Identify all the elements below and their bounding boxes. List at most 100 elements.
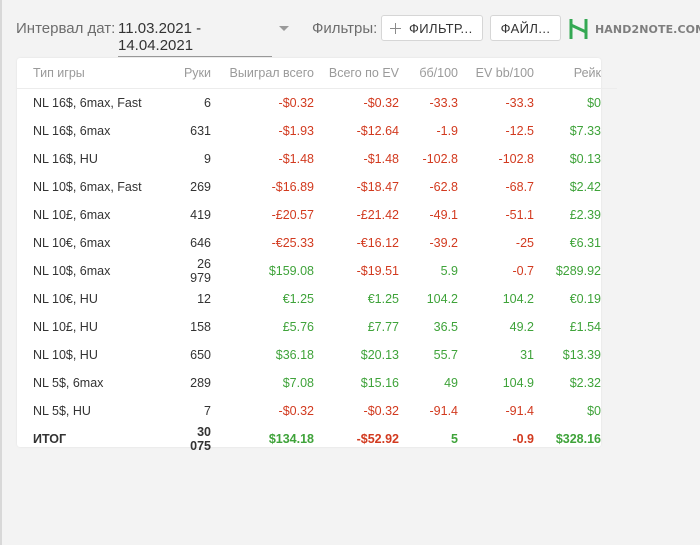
game-cell: NL 10£, 6max — [33, 208, 111, 222]
rake-cell: $13.39 — [562, 348, 601, 362]
total-won: $134.18 — [268, 432, 314, 446]
game-cell: NL 16$, HU — [33, 152, 98, 166]
col-header-hands[interactable]: Руки — [173, 58, 211, 89]
stats-table-card: Тип игры Руки Выиграл всего Всего по EV … — [17, 58, 617, 453]
col-header-ev-bb100[interactable]: EV bb/100 — [458, 58, 534, 89]
rake-cell: $0 — [587, 404, 601, 418]
ev-bb100-cell: 49.2 — [509, 320, 534, 334]
ev-cell: -$12.64 — [356, 124, 399, 138]
ev-bb100-cell: -91.4 — [505, 404, 535, 418]
table-row[interactable]: NL 10$, 6max 26 979 $159.08 -$19.51 5.9 -0.7 $… — [17, 257, 617, 285]
won-cell: $159.08 — [268, 264, 314, 278]
bb100-cell: -102.8 — [422, 152, 458, 166]
ev-cell: $15.16 — [360, 376, 399, 390]
rake-cell: $0 — [587, 96, 601, 110]
table-row[interactable]: NL 5$, 6max 289 $7.08 $15.16 49 104.9 $2.32 — [17, 369, 617, 397]
ev-bb100-cell: -12.5 — [505, 124, 535, 138]
rake-cell: $2.42 — [569, 180, 601, 194]
plus-icon — [390, 22, 401, 34]
table-row[interactable]: NL 10€, HU 12 €1.25 €1.25 104.2 104.2 €0.19 — [17, 285, 617, 313]
table-row[interactable]: NL 10$, 6max, Fast 269 -$16.89 -$18.47 -62.8… — [17, 173, 617, 201]
ev-cell: £7.77 — [367, 320, 399, 334]
bb100-cell: -1.9 — [436, 124, 458, 138]
table-row[interactable]: NL 16$, HU 9 -$1.48 -$1.48 -102.8 -102.8 $0.13 — [17, 145, 617, 173]
file-button[interactable]: ФАЙЛ... — [490, 15, 561, 41]
table-row[interactable]: NL 10$, HU 650 $36.18 $20.13 55.7 31 $13.39 — [17, 341, 617, 369]
col-header-game-type[interactable]: Тип игры — [17, 58, 173, 89]
ev-cell: -$1.48 — [363, 152, 399, 166]
hands-cell: 650 — [190, 348, 211, 362]
table-row[interactable]: NL 16$, 6max, Fast 6 -$0.32 -$0.32 -33.3 -33.… — [17, 89, 617, 118]
bb100-cell: 36.5 — [433, 320, 458, 334]
bb100-cell: 55.7 — [433, 348, 458, 362]
table-row[interactable]: NL 10£, HU 158 £5.76 £7.77 36.5 49.2 £1.54 — [17, 313, 617, 341]
bb100-cell: -39.2 — [429, 236, 459, 250]
col-header-won-total[interactable]: Выиграл всего — [211, 58, 314, 89]
won-cell: -£20.57 — [271, 208, 314, 222]
rake-cell: €6.31 — [569, 236, 601, 250]
hand2note-logo-text: HAND2NOTE.COM — [595, 22, 700, 36]
won-cell: -$1.48 — [278, 152, 314, 166]
hands-cell: 289 — [190, 376, 211, 390]
ev-cell: -$19.51 — [356, 264, 399, 278]
col-header-bb100[interactable]: бб/100 — [399, 58, 458, 89]
hands-cell: 419 — [190, 208, 211, 222]
won-cell: -€25.33 — [271, 236, 314, 250]
ev-bb100-cell: -0.7 — [512, 264, 534, 278]
total-hands: 30 075 — [190, 425, 211, 453]
game-cell: NL 10€, HU — [33, 292, 98, 306]
hands-cell: 7 — [204, 404, 211, 418]
won-cell: -$0.32 — [278, 404, 314, 418]
hand2note-logo: HAND2NOTE.COM — [569, 18, 700, 40]
ev-bb100-cell: -33.3 — [505, 96, 535, 110]
ev-bb100-cell: -102.8 — [498, 152, 534, 166]
won-cell: $36.18 — [275, 348, 314, 362]
table-row[interactable]: NL 10£, 6max 419 -£20.57 -£21.42 -49.1 -51.1 £… — [17, 201, 617, 229]
total-row: ИТОГ 30 075 $134.18 -$52.92 5 -0.9 $328.… — [17, 425, 617, 453]
won-cell: -$0.32 — [278, 96, 314, 110]
total-ev: -$52.92 — [356, 432, 399, 446]
toolbar: Интервал дат: 11.03.2021 - 14.04.2021 Фи… — [0, 0, 700, 58]
game-cell: NL 10$, HU — [33, 348, 98, 362]
game-cell: NL 5$, HU — [33, 404, 91, 418]
date-interval-label: Интервал дат: — [16, 20, 116, 37]
ev-cell: -$18.47 — [356, 180, 399, 194]
total-rake: $328.16 — [555, 432, 601, 446]
rake-cell: $2.32 — [569, 376, 601, 390]
table-row[interactable]: NL 5$, HU 7 -$0.32 -$0.32 -91.4 -91.4 $0 — [17, 397, 617, 425]
game-cell: NL 16$, 6max — [33, 124, 111, 138]
ev-cell: -$0.32 — [363, 96, 399, 110]
game-cell: NL 16$, 6max, Fast — [33, 96, 142, 110]
won-cell: -$1.93 — [278, 124, 314, 138]
hand2note-logo-icon — [569, 19, 588, 39]
won-cell: €1.25 — [282, 292, 314, 306]
date-range-picker[interactable]: 11.03.2021 - 14.04.2021 — [118, 20, 272, 57]
ev-cell: -$0.32 — [363, 404, 399, 418]
bb100-cell: -91.4 — [429, 404, 459, 418]
ev-bb100-cell: 104.2 — [502, 292, 534, 306]
table-row[interactable]: NL 16$, 6max 631 -$1.93 -$12.64 -1.9 -12.5 $7.… — [17, 117, 617, 145]
hands-cell: 26 979 — [190, 257, 211, 285]
game-cell: NL 10$, 6max, Fast — [33, 180, 142, 194]
col-header-ev-total[interactable]: Всего по EV — [314, 58, 399, 89]
hands-cell: 646 — [190, 236, 211, 250]
hands-cell: 158 — [190, 320, 211, 334]
hands-cell: 631 — [190, 124, 211, 138]
hands-cell: 9 — [204, 152, 211, 166]
table-row[interactable]: NL 10€, 6max 646 -€25.33 -€16.12 -39.2 -25 €6.… — [17, 229, 617, 257]
ev-cell: $20.13 — [360, 348, 399, 362]
game-cell: NL 10$, 6max — [33, 264, 111, 278]
rake-cell: $7.33 — [569, 124, 601, 138]
ev-bb100-cell: -51.1 — [505, 208, 535, 222]
ev-cell: -€16.12 — [356, 236, 399, 250]
add-filter-button[interactable]: ФИЛЬТР... — [381, 15, 483, 41]
window-left-edge — [0, 0, 2, 545]
hands-cell: 6 — [204, 96, 211, 110]
col-header-rake[interactable]: Рейк — [534, 58, 617, 89]
rake-cell: $289.92 — [555, 264, 601, 278]
ev-bb100-cell: -68.7 — [505, 180, 535, 194]
ev-cell: €1.25 — [367, 292, 399, 306]
rake-cell: £2.39 — [569, 208, 601, 222]
won-cell: -$16.89 — [271, 180, 314, 194]
chevron-down-icon[interactable] — [279, 26, 289, 31]
